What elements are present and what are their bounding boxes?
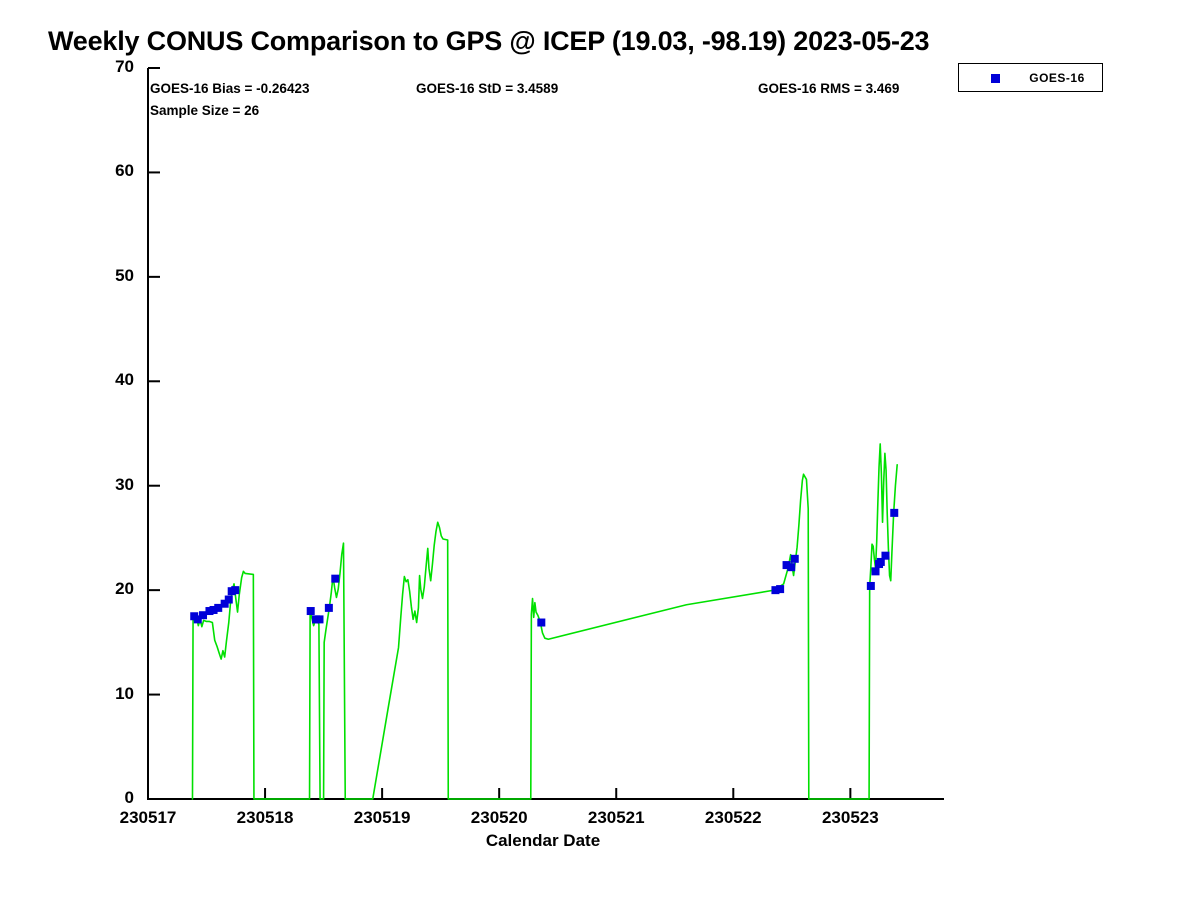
x-tick-label: 230523 xyxy=(821,808,879,827)
annotation-rms: GOES-16 RMS = 3.469 xyxy=(758,81,900,96)
series-scatter-goes16 xyxy=(190,508,899,627)
data-point-marker xyxy=(881,551,890,560)
data-point-marker xyxy=(231,586,240,595)
data-point-marker xyxy=(537,618,546,627)
data-point-marker xyxy=(890,508,899,517)
x-tick-label: 230519 xyxy=(353,808,411,827)
x-tick-label: 230520 xyxy=(470,808,528,827)
data-point-marker xyxy=(214,603,223,612)
y-tick-label: 10 xyxy=(115,683,134,703)
legend-label-goes16: GOES-16 xyxy=(1029,71,1085,85)
x-axis-label: Calendar Date xyxy=(485,831,601,850)
page-title: Weekly CONUS Comparison to GPS @ ICEP (1… xyxy=(48,26,930,56)
x-tick-label: 230522 xyxy=(704,808,762,827)
data-point-marker xyxy=(315,615,324,624)
x-tick-label: 230521 xyxy=(587,808,645,827)
series-line-gps xyxy=(191,443,898,800)
annotation-std: GOES-16 StD = 3.4589 xyxy=(416,81,559,96)
legend-marker-goes16-icon xyxy=(991,74,1000,83)
chart-legend: GOES-16 xyxy=(958,63,1103,92)
axes-frame xyxy=(147,67,944,800)
data-point-marker xyxy=(771,586,780,595)
data-point-marker xyxy=(871,567,880,576)
data-point-marker xyxy=(306,607,315,616)
y-tick-label: 50 xyxy=(115,265,134,285)
data-point-marker xyxy=(782,561,791,570)
y-tick-label: 0 xyxy=(124,788,134,807)
data-point-marker xyxy=(866,581,875,590)
data-point-marker xyxy=(193,615,202,624)
x-tick-label: 230518 xyxy=(236,808,294,827)
y-tick-label: 20 xyxy=(115,579,134,599)
y-tick-label: 70 xyxy=(115,57,134,76)
chart-figure: Weekly CONUS Comparison to GPS @ ICEP (1… xyxy=(48,26,1103,850)
data-point-marker xyxy=(205,607,214,616)
data-point-marker xyxy=(220,599,229,608)
y-tick-label: 40 xyxy=(115,370,134,390)
data-point-marker xyxy=(324,603,333,612)
data-point-marker xyxy=(224,595,233,604)
data-series-group xyxy=(190,443,899,800)
data-point-marker xyxy=(876,557,885,566)
data-point-marker xyxy=(331,574,340,583)
data-point-marker xyxy=(790,554,799,563)
data-point-marker xyxy=(209,605,218,614)
y-tick-label: 60 xyxy=(115,161,134,181)
y-tick-label: 30 xyxy=(115,474,134,494)
data-point-marker xyxy=(787,563,796,572)
annotation-sample-size: Sample Size = 26 xyxy=(150,103,260,118)
x-tick-label: 230517 xyxy=(119,808,177,827)
data-point-marker xyxy=(776,585,785,594)
annotation-bias: GOES-16 Bias = -0.26423 xyxy=(150,81,310,96)
plot-canvas xyxy=(147,67,944,800)
data-point-marker xyxy=(199,611,208,620)
